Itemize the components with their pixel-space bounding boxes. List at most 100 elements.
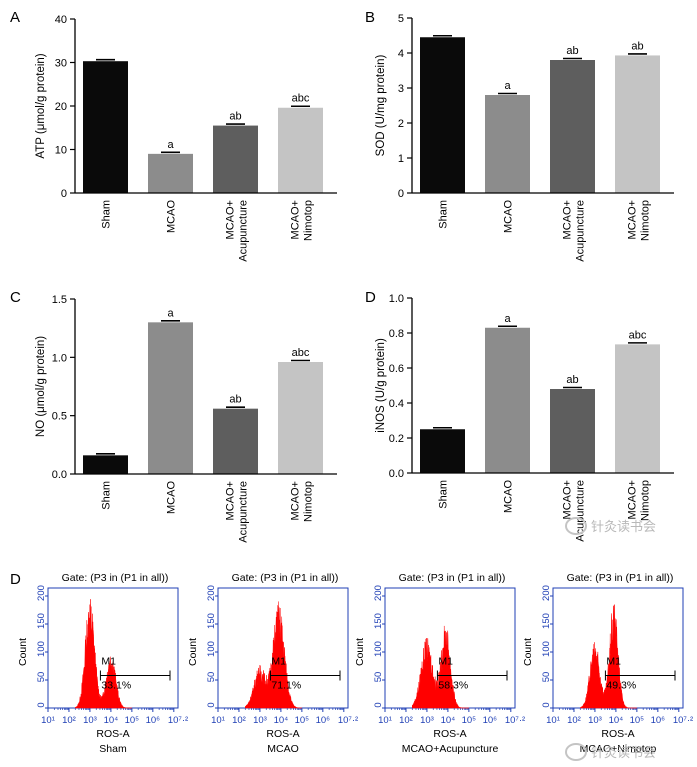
y-tick-label: 100 — [373, 641, 384, 657]
watermark: 针灸读书会 — [565, 742, 656, 761]
y-tick-label: 0 — [398, 188, 404, 200]
bar — [83, 455, 128, 474]
bar — [615, 344, 660, 473]
category-label: MCAO+Nimotop — [627, 480, 652, 521]
y-tick-label: 1.5 — [52, 294, 67, 306]
x-tick-label: 10³ — [420, 715, 434, 726]
y-tick-label: 0 — [206, 702, 217, 707]
category-label: MCAO+Acupuncture — [225, 481, 250, 543]
x-tick-label: 10⁴ — [441, 715, 456, 726]
bar — [615, 55, 660, 194]
x-axis-label: ROS-A — [601, 728, 634, 740]
x-tick-label: 10¹ — [546, 715, 560, 726]
y-tick-label: 50 — [373, 672, 384, 683]
category-label: MCAO — [503, 480, 515, 513]
category-label-line: Sham — [101, 200, 113, 229]
category-label-line: Nimotop — [303, 481, 315, 522]
y-tick-label: 0.0 — [389, 468, 404, 480]
x-axis-label: ROS-A — [96, 728, 129, 740]
category-label: Sham — [438, 480, 450, 509]
category-label-line: Acupuncture — [238, 481, 250, 543]
x-tick-label: 10⁵ — [295, 715, 310, 726]
marker-label: M1 — [271, 656, 286, 668]
bar-chart-A: A 0 10 20 30 40 ATP (μmol/g protein) Sham a MCAO a… — [10, 9, 337, 262]
y-tick-label: 2 — [398, 118, 404, 130]
category-label: Sham — [438, 200, 450, 229]
y-tick-label: 5 — [398, 13, 404, 25]
gate-label: Gate: (P3 in (P1 in all)) — [399, 572, 506, 584]
x-tick-label: 10⁶ — [146, 715, 161, 726]
significance-label: a — [504, 80, 511, 92]
y-tick-label: 0.4 — [389, 398, 404, 410]
x-tick-label: 10⁶ — [651, 715, 666, 726]
significance-label: ab — [229, 394, 241, 406]
x-tick-label: 10⁷·² — [505, 715, 525, 726]
x-tick-label: 10² — [232, 715, 246, 726]
y-tick-label: 20 — [55, 101, 67, 113]
x-axis-label: ROS-A — [433, 728, 466, 740]
watermark: 针灸读书会 — [565, 516, 656, 535]
x-tick-label: 10³ — [253, 715, 267, 726]
bar — [550, 60, 595, 193]
category-label: MCAO — [503, 200, 515, 233]
y-tick-label: 150 — [373, 613, 384, 629]
histogram-panel: Gate: (P3 in (P1 in all)) 0 50 100 150 200 Cou… — [522, 572, 693, 755]
category-label: Sham — [101, 481, 113, 510]
significance-label: a — [167, 139, 174, 151]
x-tick-label: 10² — [399, 715, 413, 726]
y-tick-label: 200 — [541, 585, 552, 601]
category-label-line: MCAO+ — [225, 200, 237, 239]
y-tick-label: 0.8 — [389, 328, 404, 340]
panel-label: B — [365, 9, 375, 26]
y-tick-label: 0 — [36, 702, 47, 707]
bar — [278, 107, 323, 193]
category-label: Sham — [101, 200, 113, 229]
y-tick-label: 1 — [398, 153, 404, 165]
y-axis-label: ATP (μmol/g protein) — [35, 53, 47, 158]
panel-label: D — [365, 289, 376, 306]
y-tick-label: 1.0 — [389, 293, 404, 305]
y-tick-label: 200 — [36, 585, 47, 601]
histogram-panel: Gate: (P3 in (P1 in all)) 0 50 100 150 200 Cou… — [187, 572, 358, 755]
bar — [83, 61, 128, 193]
wechat-logo-icon — [565, 742, 587, 761]
x-tick-label: 10⁴ — [104, 715, 119, 726]
x-tick-label: 10⁷·² — [338, 715, 358, 726]
x-tick-label: 10⁴ — [274, 715, 289, 726]
bar — [550, 389, 595, 473]
gate-label: Gate: (P3 in (P1 in all)) — [232, 572, 339, 584]
bar-chart-D: D 0.0 0.2 0.4 0.6 0.8 1.0 iNOS (U/g protein) Sha… — [365, 289, 674, 542]
bar — [278, 362, 323, 474]
y-tick-label: 50 — [206, 672, 217, 683]
y-tick-label: 3 — [398, 83, 404, 95]
significance-label: ab — [566, 374, 578, 386]
significance-label: ab — [631, 40, 643, 52]
category-label-line: Nimotop — [303, 200, 315, 241]
x-tick-label: 10² — [62, 715, 76, 726]
marker-label: M1 — [606, 656, 621, 668]
marker-percent: 33.1% — [101, 680, 131, 692]
y-tick-label: 150 — [36, 613, 47, 629]
y-tick-label: 4 — [398, 48, 404, 60]
significance-label: ab — [229, 111, 241, 123]
y-tick-label: 0 — [61, 188, 67, 200]
y-tick-label: 100 — [36, 641, 47, 657]
y-axis-label: NO (μmol/g protein) — [35, 336, 47, 437]
sample-label: Sham — [99, 743, 127, 755]
x-tick-label: 10¹ — [211, 715, 225, 726]
bar — [148, 153, 193, 193]
category-label-line: Nimotop — [640, 200, 652, 241]
watermark-text: 针灸读书会 — [591, 520, 657, 535]
x-tick-label: 10³ — [83, 715, 97, 726]
y-tick-label: 150 — [206, 613, 217, 629]
category-label-line: MCAO+ — [290, 200, 302, 239]
marker-percent: 49.3% — [606, 680, 636, 692]
y-tick-label: 0.6 — [389, 363, 404, 375]
x-tick-label: 10⁵ — [630, 715, 645, 726]
x-tick-label: 10⁴ — [609, 715, 624, 726]
panel-label: C — [10, 289, 21, 306]
x-tick-label: 10² — [567, 715, 581, 726]
panel-label: A — [10, 9, 20, 26]
category-label-line: Acupuncture — [575, 200, 587, 262]
